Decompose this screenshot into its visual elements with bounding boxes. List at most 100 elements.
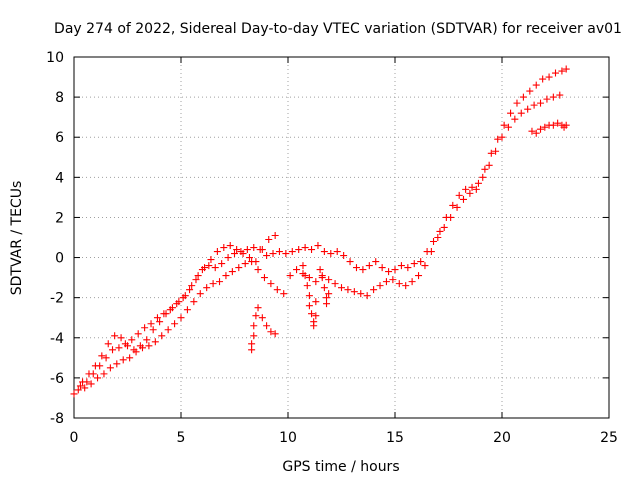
data-point [440,223,448,231]
data-point [543,95,551,103]
x-tick-label: 25 [600,430,618,446]
data-point [252,312,260,320]
data-point [113,360,121,368]
data-point [192,276,200,284]
data-point [318,274,326,282]
x-axis-label: GPS time / hours [282,459,399,475]
data-point [312,298,320,306]
data-point [250,244,258,252]
data-point [222,272,230,280]
data-point [250,322,258,330]
data-point [303,282,311,290]
data-point [164,326,172,334]
data-point [323,294,331,302]
data-point [130,346,138,354]
data-point [526,87,534,95]
data-point [365,262,373,270]
chart-title: Day 274 of 2022, Sidereal Day-to-day VTE… [54,21,622,37]
data-point [288,248,296,256]
data-point [455,191,463,199]
data-point [269,250,277,258]
data-point [524,105,532,113]
data-point [323,300,331,308]
data-point [382,278,390,286]
data-point [519,93,527,101]
data-point [340,252,348,260]
data-point [228,268,236,276]
data-point [532,129,540,137]
data-point [226,242,234,250]
data-point [320,284,328,292]
data-point [188,282,196,290]
data-point [385,268,393,276]
data-point [271,330,279,338]
data-point [391,266,399,274]
data-point [430,238,438,246]
data-point [479,173,487,181]
data-point [190,298,198,306]
data-point [205,262,213,270]
data-point [76,382,84,390]
data-point [498,133,506,141]
y-tick-label: 10 [46,50,64,66]
data-point [500,121,508,129]
data-point [352,264,360,272]
data-point [213,248,221,256]
data-point [233,246,241,254]
data-point [459,195,467,203]
data-point [305,302,313,310]
x-tick-label: 0 [70,430,79,446]
data-point [111,332,119,340]
data-point [447,213,455,221]
data-point [395,280,403,288]
data-point [327,250,335,258]
data-point [305,274,313,282]
data-point [254,266,262,274]
data-point [554,119,562,127]
data-point [280,290,288,298]
data-point [549,93,557,101]
data-point [397,262,405,270]
data-point [186,286,194,294]
data-point [408,278,416,286]
data-point [541,123,549,131]
data-point [389,276,397,284]
data-point [263,322,271,330]
data-point [293,266,301,274]
x-tick-label: 10 [279,430,297,446]
data-point [537,99,545,107]
y-tick-label: 8 [55,90,64,106]
data-point [558,67,566,75]
data-point [94,374,102,382]
data-point [153,314,161,322]
data-point [511,115,519,123]
data-point [545,73,553,81]
data-point [224,254,232,262]
y-tick-label: -2 [50,291,64,307]
data-point [325,290,333,298]
data-point [517,109,525,117]
data-point [275,248,283,256]
data-series [70,65,570,398]
data-point [507,109,515,117]
data-point [119,356,127,364]
data-point [562,65,570,73]
axis-ticks: 0 5 10 15 20 25 -8 -6 -4 -2 0 2 4 6 8 10 [46,50,618,446]
data-point [147,320,155,328]
data-point [239,250,247,258]
data-point [552,69,559,77]
data-point [218,260,226,268]
data-point [248,346,256,354]
data-point [295,246,303,254]
data-point [282,250,290,258]
data-point [363,292,371,300]
data-point [98,352,106,360]
data-point [474,179,482,187]
data-point [421,262,429,270]
data-point [241,260,249,268]
data-point [235,264,243,272]
data-point [158,332,166,340]
data-point [378,264,386,272]
data-point [254,304,262,312]
data-point [252,258,260,266]
